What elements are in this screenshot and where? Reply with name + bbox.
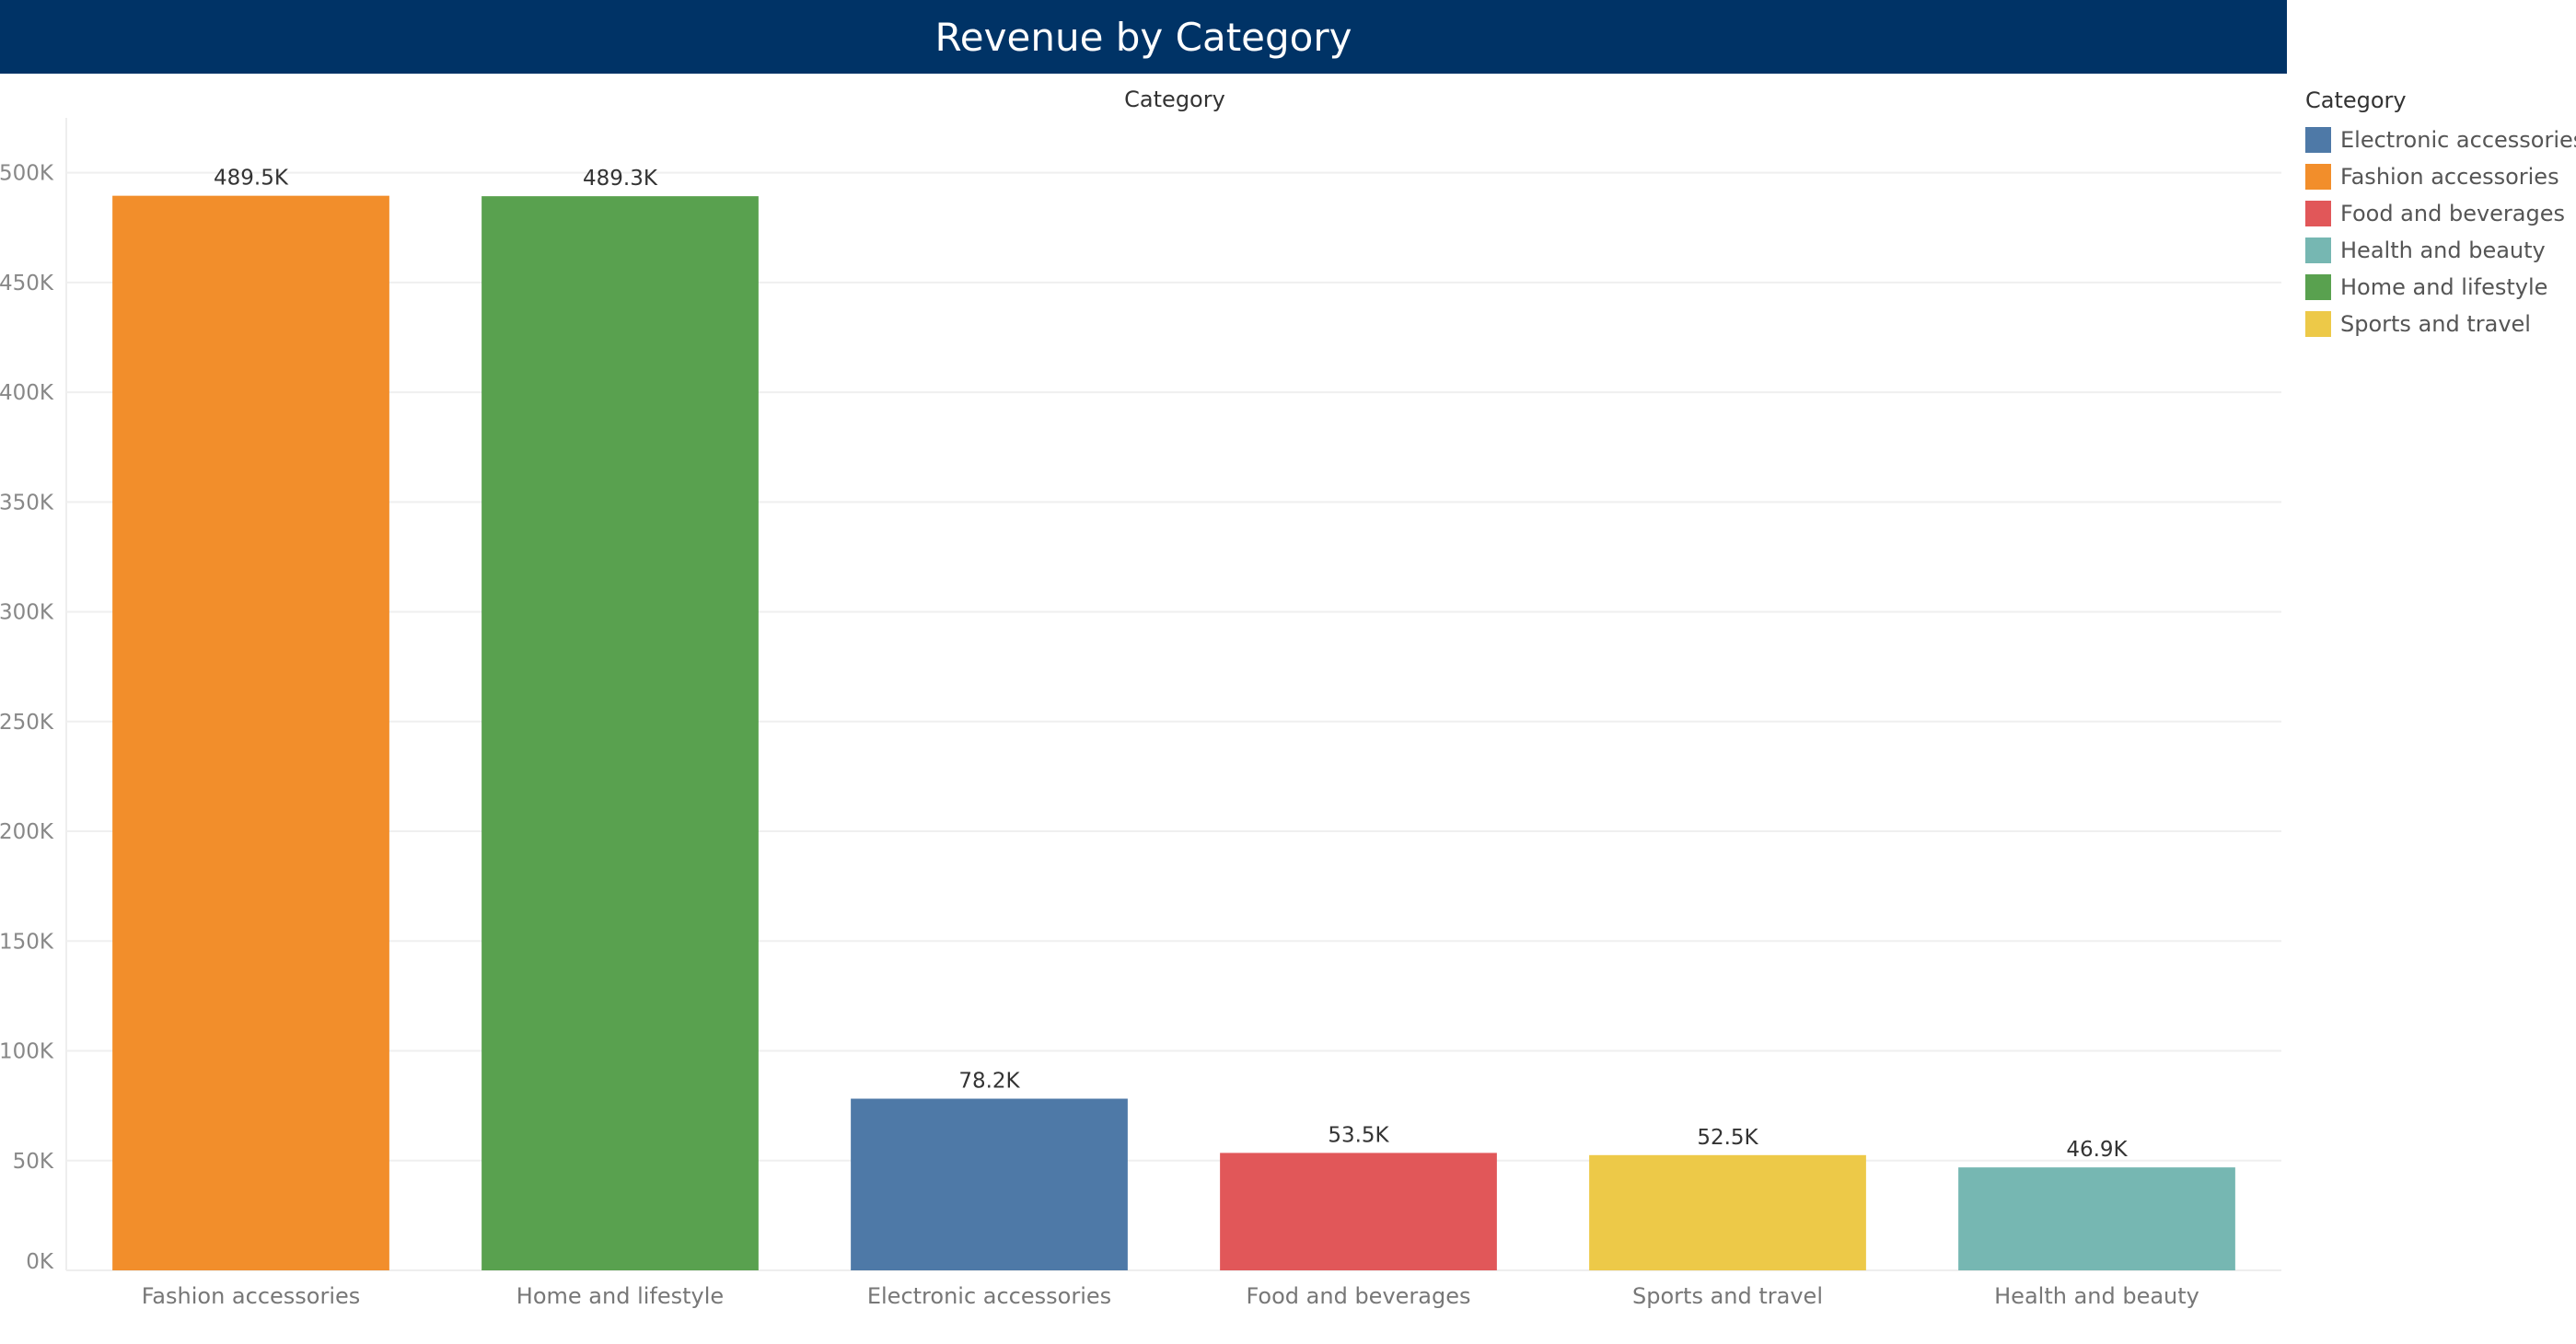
legend-swatch	[2305, 274, 2331, 300]
legend-label: Electronic accessories	[2340, 127, 2576, 153]
x-tick-label: Electronic accessories	[867, 1283, 1111, 1309]
data-label: 78.2K	[958, 1070, 1020, 1094]
legend-swatch	[2305, 164, 2331, 190]
legend-label: Fashion accessories	[2340, 164, 2559, 190]
column-header: Category	[1124, 87, 1225, 112]
x-axis: Fashion accessories Home and lifestyle Ele…	[142, 1283, 2199, 1309]
data-label: 53.5K	[1328, 1123, 1389, 1147]
y-tick-label: 450K	[0, 272, 54, 295]
y-tick-label: 300K	[0, 601, 54, 625]
bar[interactable]	[112, 195, 389, 1270]
y-tick-label: 400K	[0, 381, 54, 405]
y-tick-label: 200K	[0, 820, 54, 844]
legend-title: Category	[2305, 87, 2407, 113]
data-label: 46.9K	[2066, 1138, 2128, 1162]
chart-title: Revenue by Category	[934, 14, 1352, 60]
legend-item[interactable]: Fashion accessories	[2305, 158, 2572, 195]
y-tick-label: 100K	[0, 1040, 54, 1064]
legend-item[interactable]: Electronic accessories	[2305, 122, 2576, 158]
data-label: 489.5K	[214, 167, 289, 191]
bar[interactable]	[1589, 1154, 1866, 1270]
bar[interactable]	[482, 196, 759, 1271]
bars: 489.5K 489.3K 78.2K 53.5K 52.5K 46.9K	[112, 167, 2235, 1271]
y-axis: 0K 50K 100K 150K 200K 250K 300K 350K 400K 450K 500…	[0, 162, 54, 1274]
legend-label: Home and lifestyle	[2340, 274, 2548, 300]
bar-chart: Category 0K 50K 100K 150K 200K 250K 300K 350K 40…	[0, 87, 2281, 1309]
y-tick-label: 50K	[13, 1150, 54, 1174]
x-tick-label: Home and lifestyle	[516, 1283, 724, 1309]
legend-item[interactable]: Health and beauty	[2305, 232, 2572, 269]
data-label: 52.5K	[1697, 1126, 1758, 1150]
x-tick-label: Food and beverages	[1246, 1283, 1470, 1309]
legend-label: Food and beverages	[2340, 201, 2566, 226]
y-tick-label: 0K	[26, 1250, 54, 1274]
y-tick-label: 350K	[0, 491, 54, 515]
legend-item[interactable]: Sports and travel	[2305, 306, 2572, 342]
legend-swatch	[2305, 201, 2331, 226]
legend-label: Health and beauty	[2340, 238, 2546, 263]
bar[interactable]	[1958, 1167, 2235, 1270]
legend-item[interactable]: Home and lifestyle	[2305, 269, 2572, 306]
legend-item[interactable]: Food and beverages	[2305, 195, 2572, 232]
legend-label: Sports and travel	[2340, 311, 2531, 337]
bar[interactable]	[851, 1098, 1128, 1270]
y-tick-label: 150K	[0, 930, 54, 954]
x-tick-label: Sports and travel	[1632, 1283, 1823, 1309]
y-tick-label: 500K	[0, 162, 54, 186]
data-label: 489.3K	[583, 167, 658, 191]
gridlines	[65, 118, 2281, 1271]
legend: Category Electronic accessories Fashion a…	[2305, 87, 2576, 342]
x-tick-label: Fashion accessories	[142, 1283, 361, 1309]
y-tick-label: 250K	[0, 711, 54, 735]
legend-swatch	[2305, 127, 2331, 153]
title-bar: Revenue by Category	[0, 0, 2287, 74]
legend-swatch	[2305, 238, 2331, 263]
bar[interactable]	[1220, 1153, 1497, 1270]
x-tick-label: Health and beauty	[1994, 1283, 2199, 1309]
legend-swatch	[2305, 311, 2331, 337]
